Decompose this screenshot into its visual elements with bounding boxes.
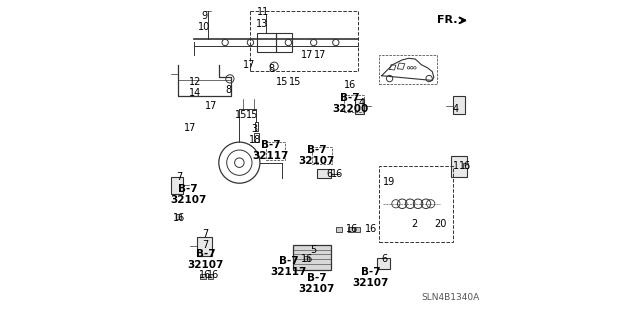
Text: 32200: 32200 bbox=[332, 104, 368, 114]
Text: B-7: B-7 bbox=[361, 267, 380, 277]
Text: 2: 2 bbox=[412, 219, 418, 229]
Text: 13: 13 bbox=[257, 19, 269, 28]
Text: 16: 16 bbox=[332, 169, 344, 179]
Bar bbox=[276, 33, 292, 52]
Bar bbox=[355, 226, 360, 232]
Bar bbox=[257, 33, 276, 52]
Bar bbox=[303, 256, 308, 261]
Bar bbox=[348, 226, 353, 232]
Bar bbox=[344, 95, 364, 112]
Text: 4: 4 bbox=[358, 98, 365, 108]
Text: 15: 15 bbox=[236, 110, 248, 120]
Bar bbox=[266, 142, 285, 160]
Text: 32107: 32107 bbox=[170, 195, 206, 205]
Text: 16: 16 bbox=[173, 213, 186, 223]
Text: 1: 1 bbox=[453, 161, 459, 171]
Text: 4: 4 bbox=[453, 104, 459, 114]
Text: 16: 16 bbox=[460, 161, 472, 171]
Text: 9: 9 bbox=[202, 11, 207, 21]
Bar bbox=[200, 274, 205, 279]
Text: 19: 19 bbox=[383, 177, 396, 187]
Text: 16: 16 bbox=[364, 224, 377, 234]
Text: 16: 16 bbox=[344, 80, 356, 90]
Bar bbox=[317, 169, 331, 178]
Text: 32117: 32117 bbox=[270, 267, 307, 277]
Text: 16: 16 bbox=[346, 224, 358, 234]
Text: 10: 10 bbox=[198, 22, 210, 32]
Text: 17: 17 bbox=[314, 50, 326, 60]
Text: 18: 18 bbox=[249, 135, 261, 145]
Bar bbox=[253, 133, 259, 142]
Text: 3: 3 bbox=[251, 123, 257, 134]
Text: 7: 7 bbox=[176, 172, 182, 182]
Bar bbox=[196, 237, 212, 256]
Text: B-7: B-7 bbox=[278, 256, 298, 266]
Text: FR.: FR. bbox=[437, 15, 458, 26]
Text: 32107: 32107 bbox=[188, 260, 224, 271]
Bar bbox=[176, 214, 181, 219]
Text: 7: 7 bbox=[202, 229, 209, 239]
Bar bbox=[463, 163, 468, 168]
Text: 17: 17 bbox=[243, 60, 255, 70]
Bar bbox=[293, 245, 331, 270]
Text: 17: 17 bbox=[205, 101, 217, 111]
Bar bbox=[337, 226, 342, 232]
Text: B-7: B-7 bbox=[261, 140, 281, 150]
Bar bbox=[378, 55, 437, 84]
Bar bbox=[209, 274, 213, 279]
Bar bbox=[377, 257, 390, 269]
Text: 5: 5 bbox=[310, 245, 317, 255]
Text: 6: 6 bbox=[326, 169, 333, 179]
Text: 32107: 32107 bbox=[299, 284, 335, 294]
Text: B-7: B-7 bbox=[340, 93, 360, 103]
Bar bbox=[312, 147, 332, 164]
Text: 15: 15 bbox=[246, 110, 258, 120]
Bar bbox=[378, 166, 453, 242]
Text: 16: 16 bbox=[207, 270, 220, 280]
Bar bbox=[172, 177, 184, 194]
Text: 20: 20 bbox=[434, 219, 446, 229]
Text: 15: 15 bbox=[289, 77, 301, 87]
Bar bbox=[453, 96, 465, 114]
Bar bbox=[255, 122, 259, 131]
Text: 14: 14 bbox=[189, 88, 201, 98]
Text: B-7: B-7 bbox=[307, 145, 326, 155]
Text: 8: 8 bbox=[269, 64, 275, 74]
Text: 6: 6 bbox=[382, 254, 388, 264]
Text: B-7: B-7 bbox=[196, 249, 215, 259]
Text: 17: 17 bbox=[184, 123, 196, 133]
Bar bbox=[355, 100, 364, 114]
Text: 32107: 32107 bbox=[299, 156, 335, 166]
Text: B-7: B-7 bbox=[307, 273, 326, 283]
Text: 12: 12 bbox=[189, 77, 201, 87]
Text: 7: 7 bbox=[202, 240, 209, 250]
Text: 32107: 32107 bbox=[353, 278, 388, 288]
Text: 15: 15 bbox=[276, 77, 288, 87]
Text: SLN4B1340A: SLN4B1340A bbox=[421, 293, 479, 301]
Text: 17: 17 bbox=[301, 50, 314, 60]
Text: 32117: 32117 bbox=[253, 151, 289, 161]
Text: 11: 11 bbox=[257, 7, 269, 18]
Bar bbox=[451, 156, 467, 177]
Text: 16: 16 bbox=[301, 254, 314, 264]
Text: 8: 8 bbox=[225, 85, 231, 95]
Text: 16: 16 bbox=[200, 270, 212, 280]
Text: B-7: B-7 bbox=[179, 184, 198, 194]
